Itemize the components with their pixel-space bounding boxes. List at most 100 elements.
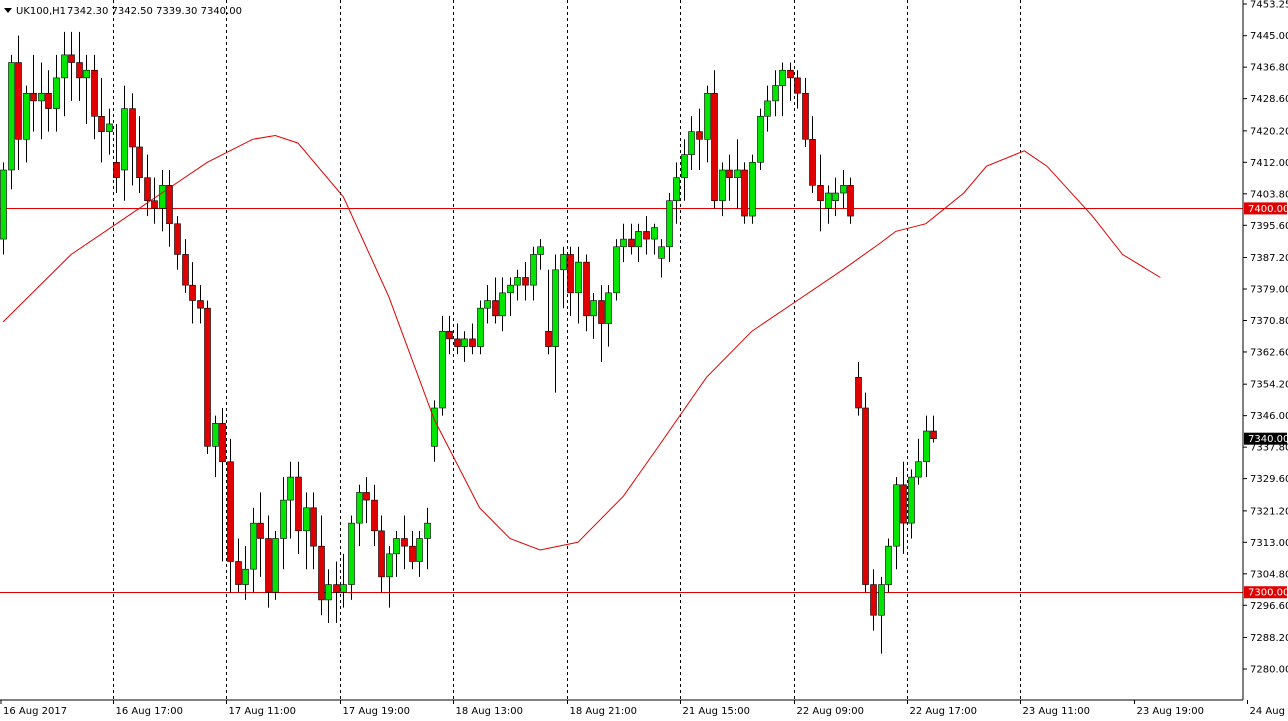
candle <box>855 361 862 416</box>
bear-candle-body <box>741 169 748 217</box>
bear-candle-body <box>204 307 211 447</box>
candle <box>235 538 242 593</box>
candle <box>885 538 892 593</box>
x-tick-label: 23 Aug 11:00 <box>1023 706 1090 717</box>
bear-candle-body <box>174 223 181 255</box>
bull-candle-body <box>8 62 15 171</box>
bull-candle-body <box>212 423 219 447</box>
bull-candle-body <box>658 246 665 259</box>
bull-candle-body <box>666 200 673 248</box>
candle <box>8 54 15 190</box>
candle <box>719 162 726 217</box>
bull-candle-body <box>272 538 279 593</box>
bear-candle-body <box>98 115 105 132</box>
bull-candle-body <box>590 300 597 317</box>
candle <box>643 216 650 255</box>
y-tick-label: 7403.80 <box>1250 189 1288 200</box>
bear-candle-body <box>15 62 22 140</box>
candle <box>431 400 438 462</box>
y-tick-label: 7329.60 <box>1250 474 1288 485</box>
candle <box>386 546 393 608</box>
bull-candle-body <box>734 169 741 178</box>
bull-candle-body <box>605 292 612 324</box>
candle <box>734 139 741 209</box>
candle <box>825 185 832 224</box>
bear-candle-body <box>862 407 869 585</box>
bear-candle-body <box>136 146 143 178</box>
candle <box>817 154 824 232</box>
candle <box>15 35 22 171</box>
candle <box>469 323 476 355</box>
candle <box>681 139 688 201</box>
level-tag <box>1244 586 1287 599</box>
y-tick-label: 7304.80 <box>1250 569 1288 580</box>
current-price-tag <box>1244 432 1287 445</box>
x-tick-label: 23 Aug 19:00 <box>1137 706 1204 717</box>
candle <box>666 193 673 263</box>
bull-candle-body <box>635 231 642 248</box>
x-tick-label: 18 Aug 21:00 <box>570 706 637 717</box>
candle <box>53 54 60 132</box>
bear-candle-body <box>583 261 590 317</box>
candle <box>560 246 567 309</box>
candle <box>159 170 166 232</box>
bull-candle-body <box>303 507 310 532</box>
symbol-label: UK100,H1 <box>16 6 66 17</box>
bull-candle-body <box>23 92 30 140</box>
candle <box>363 477 370 524</box>
candle <box>590 292 597 339</box>
candle <box>635 223 642 263</box>
bull-candle-body <box>908 476 915 524</box>
dropdown-triangle-icon[interactable] <box>4 8 12 13</box>
candle <box>764 85 771 132</box>
bear-candle-body <box>151 200 158 209</box>
y-tick-label: 7395.60 <box>1250 221 1288 232</box>
candle <box>189 262 196 324</box>
candle <box>91 54 98 140</box>
candle <box>106 108 113 155</box>
bull-candle-body <box>53 77 60 109</box>
y-tick-label: 7387.20 <box>1250 253 1288 264</box>
bear-candle-body <box>166 185 173 225</box>
x-tick-label: 17 Aug 11:00 <box>229 706 296 717</box>
bear-candle-body <box>567 254 574 294</box>
bull-candle-body <box>514 277 521 286</box>
candle <box>416 530 423 577</box>
candle <box>348 515 355 600</box>
bull-candle-body <box>885 545 892 585</box>
candle <box>900 461 907 554</box>
candle <box>840 170 847 209</box>
bull-candle-body <box>620 238 627 248</box>
x-tick-label: 22 Aug 17:00 <box>910 706 977 717</box>
level-tag-label: 7300.00 <box>1248 588 1288 599</box>
bull-candle-body <box>719 169 726 202</box>
y-tick-label: 7280.00 <box>1250 665 1288 676</box>
bear-candle-body <box>257 522 264 539</box>
moving-average-line <box>2 134 1161 551</box>
bear-candle-body <box>469 338 476 347</box>
bull-candle-body <box>61 54 68 79</box>
candle <box>446 315 453 355</box>
y-tick-label: 7354.20 <box>1250 380 1288 391</box>
bull-candle-body <box>356 492 363 524</box>
candle <box>121 85 128 201</box>
time-axis: 16 Aug 2017 16 Aug 17:00 17 Aug 11:00 17 Au… <box>0 700 1288 717</box>
candles <box>0 31 937 654</box>
bear-candle-body <box>197 300 204 309</box>
bull-candle-body <box>704 92 711 140</box>
bear-candle-body <box>492 300 499 317</box>
bear-candle-body <box>310 507 317 547</box>
bear-candle-body <box>401 538 408 547</box>
candle <box>893 477 900 570</box>
bull-candle-body <box>552 269 559 347</box>
bull-candle-body <box>121 108 128 171</box>
candle <box>567 246 574 316</box>
bull-candle-body <box>477 307 484 347</box>
candle <box>378 515 385 593</box>
bear-candle-body <box>643 231 650 240</box>
candle <box>696 108 703 171</box>
bear-candle-body <box>189 284 196 301</box>
candle <box>749 154 756 224</box>
bull-candle-body <box>159 185 166 209</box>
